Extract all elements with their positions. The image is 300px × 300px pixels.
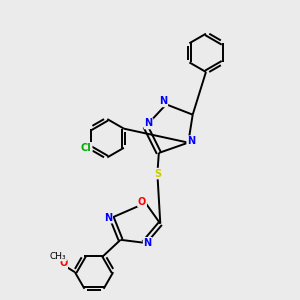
Text: N: N	[187, 136, 195, 146]
Text: N: N	[144, 238, 152, 248]
Text: S: S	[154, 169, 161, 178]
Text: N: N	[145, 118, 153, 128]
Text: O: O	[59, 258, 67, 268]
Text: N: N	[159, 96, 167, 106]
Text: CH₃: CH₃	[50, 252, 66, 261]
Text: Cl: Cl	[81, 143, 92, 153]
Text: O: O	[138, 196, 146, 206]
Text: N: N	[104, 213, 112, 223]
